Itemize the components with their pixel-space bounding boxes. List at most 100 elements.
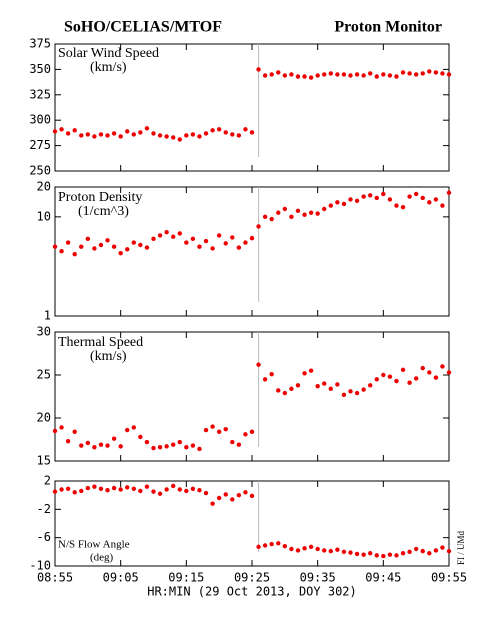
- data-point: [361, 552, 366, 557]
- data-point: [190, 486, 196, 491]
- data-point: [335, 200, 340, 205]
- panel-title: Solar Wind Speed: [58, 46, 159, 61]
- x-tick-label: 09:25: [234, 571, 270, 585]
- data-point: [276, 541, 281, 546]
- data-point: [407, 549, 412, 555]
- data-point: [302, 74, 307, 79]
- data-point: [98, 132, 104, 137]
- data-point: [361, 387, 366, 392]
- data-point: [433, 70, 439, 75]
- data-point: [427, 551, 432, 556]
- data-point: [138, 242, 143, 248]
- data-point: [295, 548, 301, 553]
- data-point: [413, 546, 419, 552]
- data-point: [400, 551, 406, 556]
- data-point: [197, 244, 202, 249]
- data-point: [387, 552, 393, 557]
- data-point: [427, 69, 432, 74]
- data-point: [111, 131, 117, 136]
- data-point: [295, 74, 301, 79]
- panel-units: (1/cm^3): [78, 204, 129, 219]
- data-point: [256, 362, 261, 367]
- data-point: [335, 72, 340, 77]
- data-point: [354, 72, 360, 77]
- data-point: [52, 428, 58, 434]
- data-point: [125, 485, 130, 490]
- data-point: [197, 488, 202, 493]
- data-point: [171, 234, 176, 239]
- data-point: [223, 241, 228, 246]
- data-point: [381, 191, 386, 197]
- data-point: [249, 235, 255, 241]
- title-left: SoHO/CELIAS/MTOF: [64, 19, 222, 36]
- data-point: [111, 485, 117, 491]
- data-point: [118, 134, 123, 139]
- data-point: [210, 424, 215, 429]
- data-point: [111, 244, 117, 249]
- data-point: [289, 214, 294, 220]
- y-tick-label: 375: [29, 37, 51, 51]
- data-point: [282, 206, 288, 212]
- data-point: [243, 240, 248, 245]
- y-tick-label: 1: [44, 309, 51, 323]
- data-point: [413, 191, 419, 197]
- data-point: [348, 550, 353, 555]
- data-point: [171, 135, 176, 140]
- data-point: [368, 551, 373, 556]
- data-point: [433, 197, 439, 202]
- data-point: [98, 242, 104, 248]
- data-point: [144, 126, 150, 131]
- data-point: [354, 551, 360, 557]
- data-point: [171, 442, 176, 447]
- data-point: [440, 71, 445, 76]
- data-point: [65, 131, 71, 136]
- data-point: [243, 490, 248, 495]
- data-point: [92, 484, 97, 489]
- data-point: [302, 371, 307, 376]
- data-point: [85, 236, 91, 242]
- data-point: [394, 553, 399, 558]
- data-point: [79, 133, 84, 138]
- data-point: [118, 487, 123, 492]
- data-point: [230, 497, 235, 502]
- data-point: [52, 129, 58, 134]
- data-point: [92, 134, 97, 139]
- data-point: [144, 484, 150, 489]
- data-point: [440, 203, 445, 208]
- data-point: [328, 203, 333, 208]
- data-point: [85, 132, 91, 137]
- data-point: [341, 201, 347, 207]
- data-point: [118, 444, 123, 449]
- data-point: [361, 73, 366, 78]
- data-point: [85, 485, 91, 491]
- data-point: [361, 194, 366, 199]
- data-point: [52, 244, 58, 249]
- data-point: [315, 73, 320, 78]
- data-point: [282, 543, 288, 549]
- data-point: [249, 493, 255, 499]
- data-point: [65, 486, 71, 491]
- data-point: [177, 231, 182, 236]
- panel-title: Thermal Speed: [58, 335, 143, 350]
- data-point: [98, 442, 104, 447]
- data-point: [216, 495, 222, 501]
- data-point: [328, 386, 333, 391]
- data-point: [144, 439, 150, 445]
- data-point: [138, 130, 143, 135]
- data-point: [210, 128, 215, 133]
- data-point: [368, 71, 373, 76]
- data-point: [381, 553, 386, 559]
- data-point: [144, 245, 150, 250]
- data-point: [216, 429, 222, 434]
- data-point: [308, 210, 314, 215]
- data-point: [322, 548, 327, 553]
- data-point: [446, 548, 452, 554]
- data-point: [328, 548, 333, 554]
- data-point: [308, 368, 314, 373]
- data-point: [413, 376, 419, 381]
- data-point: [236, 133, 242, 138]
- data-point: [197, 134, 202, 139]
- data-point: [446, 370, 452, 375]
- y-tick-label: 20: [37, 180, 51, 194]
- data-point: [184, 133, 189, 138]
